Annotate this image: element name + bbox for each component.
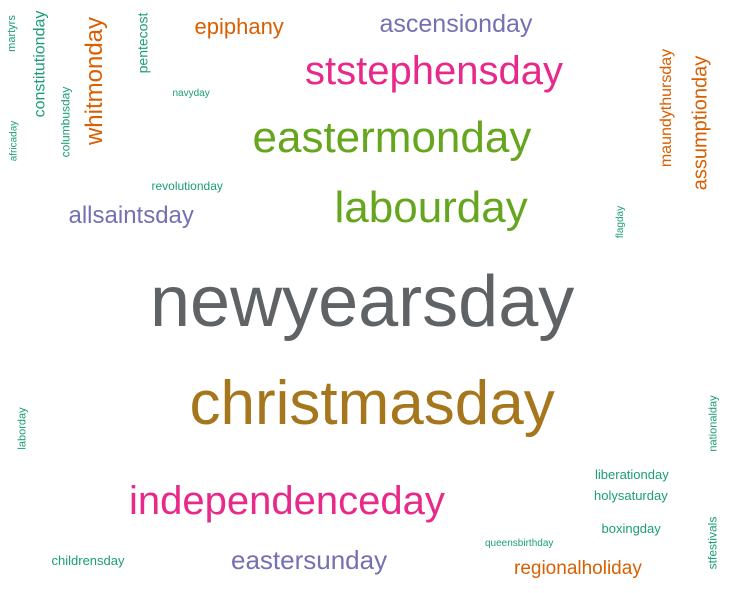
word-regionalholiday: regionalholiday [514, 557, 642, 579]
word-newyearsday: newyearsday [150, 262, 575, 342]
word-holysaturday: holysaturday [594, 487, 668, 503]
word-queensbirthday: queensbirthday [485, 538, 554, 549]
word-ststephensday: ststephensday [305, 49, 563, 93]
word-eastermonday: eastermonday [252, 113, 532, 162]
word-columbusday: columbusday [57, 86, 72, 158]
word-ascensionday: ascensionday [379, 9, 533, 38]
word-eastersunday: eastersunday [231, 545, 388, 575]
word-martyrs: martyrs [5, 14, 18, 52]
word-stfestivals: stfestivals [704, 516, 719, 570]
word-navyday: navyday [172, 88, 210, 99]
word-boxingday: boxingday [601, 520, 661, 536]
word-nationalday: nationalday [707, 394, 720, 452]
word-liberationday: liberationday [595, 466, 669, 482]
word-revolutionday: revolutionday [151, 179, 223, 193]
word-childrensday: childrensday [51, 552, 125, 568]
word-flagday: flagday [615, 205, 627, 239]
word-whitmonday: whitmonday [81, 16, 109, 146]
word-assumptionday: assumptionday [688, 55, 711, 191]
word-epiphany: epiphany [194, 14, 284, 39]
word-independenceday: independenceday [129, 479, 445, 523]
word-labourday: labourday [334, 183, 528, 232]
word-pentecost: pentecost [133, 12, 150, 74]
word-maundythursday: maundythursday [658, 48, 676, 168]
word-laborday: laborday [16, 406, 29, 450]
word-constitutionday: constitutionday [30, 10, 48, 118]
word-christmasday: christmasday [189, 369, 555, 438]
word-allsaintsday: allsaintsday [68, 202, 194, 229]
word-africaday: africaday [7, 120, 19, 162]
